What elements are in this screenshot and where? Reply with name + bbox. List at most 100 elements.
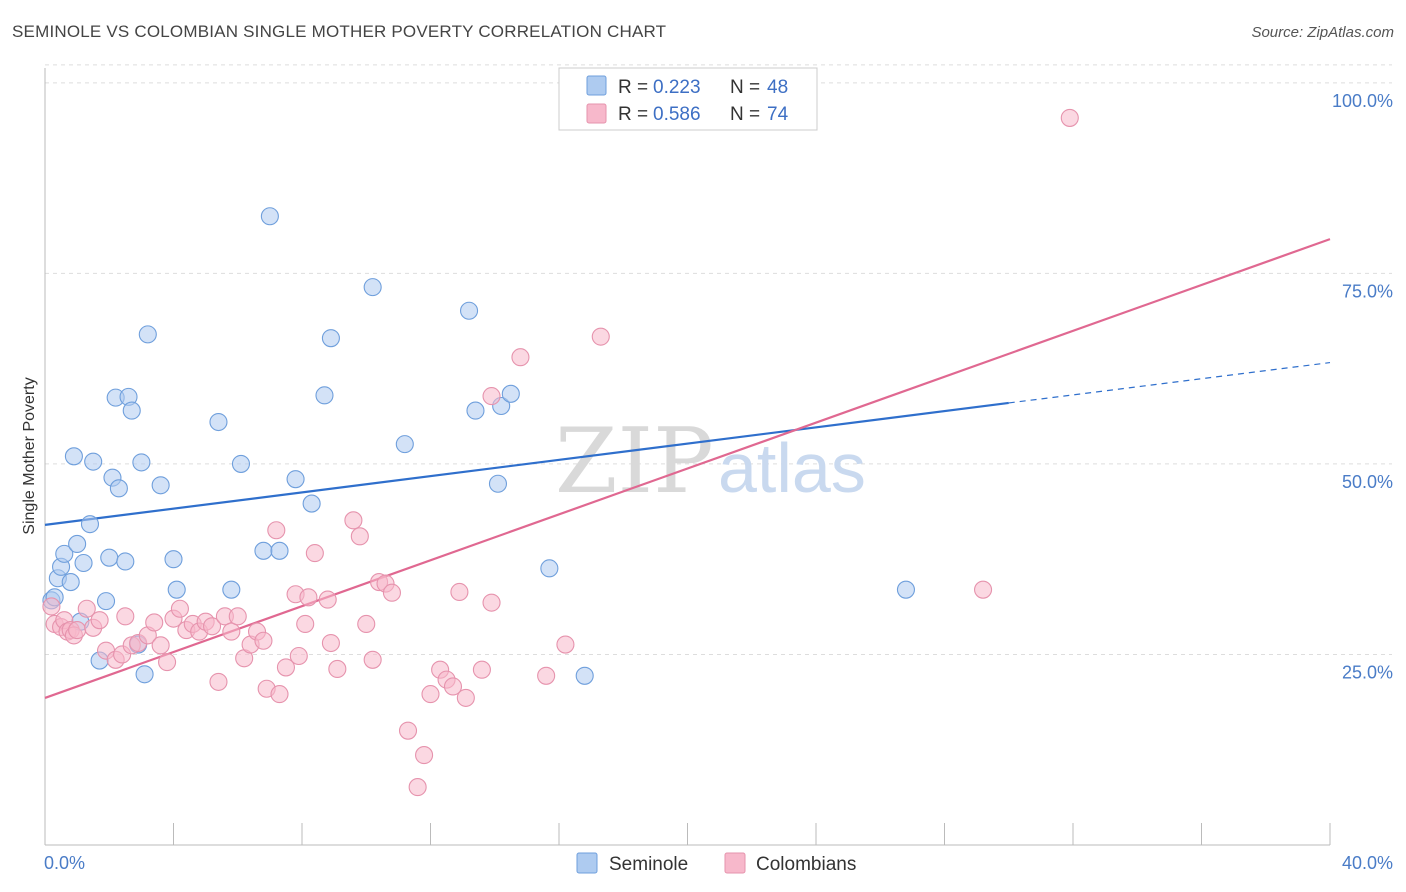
point-colombians-28 (209, 672, 228, 691)
point-colombians-46 (321, 633, 340, 653)
point-seminole-12 (96, 592, 116, 611)
point-seminole-43 (501, 384, 520, 403)
watermark-atlas: atlas (718, 429, 866, 507)
point-seminole-46 (896, 580, 916, 599)
point-colombians-42 (296, 614, 315, 634)
point-seminole-5 (61, 573, 80, 592)
point-seminole-36 (321, 329, 340, 348)
point-colombians-39 (276, 658, 295, 677)
legend-n-value-1: 48 (767, 77, 788, 98)
point-colombians-67 (537, 666, 556, 685)
point-colombians-70 (482, 387, 501, 406)
point-colombians-66 (511, 348, 530, 367)
point-colombians-45 (318, 590, 337, 609)
trend-line-extension-seminole (1008, 361, 1331, 404)
point-colombians-50 (357, 614, 376, 634)
point-seminole-32 (270, 541, 289, 560)
point-colombians-62 (450, 582, 469, 602)
point-seminole-24 (151, 476, 170, 495)
point-colombians-63 (456, 688, 475, 707)
data-points (42, 71, 1079, 797)
point-colombians-64 (472, 660, 491, 679)
bottom-legend-swatch-colombians (724, 852, 746, 874)
point-colombians-43 (299, 588, 318, 607)
x-ticks (173, 823, 1331, 845)
point-seminole-21 (132, 453, 151, 472)
point-seminole-39 (459, 301, 479, 320)
bottom-legend-label-colombians: Colombians (756, 854, 856, 875)
point-colombians-41 (289, 646, 308, 666)
grid-lines (45, 64, 1392, 655)
point-seminole-16 (109, 479, 128, 498)
point-colombians-27 (203, 617, 222, 636)
point-seminole-9 (80, 515, 100, 534)
point-colombians-58 (421, 685, 440, 704)
point-colombians-73 (1060, 108, 1079, 127)
legend-box: R = 0.223 N = 48 R = 0.586 N = 74 (558, 67, 818, 131)
point-seminole-38 (395, 435, 414, 454)
point-seminole-37 (363, 278, 382, 297)
point-seminole-17 (116, 552, 135, 571)
point-colombians-38 (270, 685, 289, 704)
point-seminole-44 (540, 559, 559, 578)
point-seminole-29 (231, 454, 251, 473)
legend-n-value-2: 74 (767, 104, 789, 125)
point-colombians-69 (591, 327, 610, 346)
y-tick-labels: 25.0% 50.0% 75.0% 100.0% (1332, 91, 1393, 683)
point-seminole-45 (575, 666, 594, 685)
bottom-legend: Seminole Colombians (576, 852, 856, 875)
trend-line-colombians (44, 238, 1331, 699)
point-colombians-37 (267, 521, 286, 540)
point-seminole-28 (222, 580, 241, 599)
point-seminole-23 (138, 325, 157, 344)
point-seminole-26 (167, 580, 186, 599)
point-colombians-18 (145, 613, 164, 632)
point-colombians-0 (42, 597, 61, 616)
point-seminole-31 (260, 207, 279, 226)
point-colombians-14 (116, 607, 135, 626)
y-tick-label-0: 25.0% (1342, 662, 1393, 682)
trend-line-seminole (44, 401, 1009, 526)
legend-r-value-1: 0.223 (653, 77, 701, 98)
point-colombians-51 (363, 650, 382, 669)
point-seminole-25 (164, 550, 183, 569)
point-colombians-20 (158, 653, 177, 672)
point-colombians-8 (77, 599, 96, 618)
trend-lines (44, 238, 1331, 699)
point-colombians-7 (68, 621, 87, 640)
point-seminole-30 (254, 541, 273, 560)
point-seminole-34 (302, 494, 321, 513)
point-colombians-19 (151, 636, 170, 655)
point-colombians-56 (408, 778, 427, 797)
chart-source: Source: ZipAtlas.com (1251, 24, 1394, 41)
bottom-legend-label-seminole: Seminole (609, 854, 688, 875)
y-tick-label-3: 100.0% (1332, 91, 1393, 111)
point-seminole-22 (135, 665, 154, 684)
point-seminole-40 (466, 401, 485, 420)
watermark-zip: ZIP (555, 409, 714, 514)
x-tick-label-max: 40.0% (1342, 853, 1393, 873)
point-seminole-33 (286, 470, 305, 489)
chart-title: SEMINOLE VS COLOMBIAN SINGLE MOTHER POVE… (12, 22, 667, 41)
point-colombians-65 (482, 593, 501, 612)
y-axis-title: Single Mother Poverty (21, 377, 38, 534)
point-seminole-6 (64, 447, 83, 466)
legend-n-label-2: N = (730, 104, 760, 125)
legend-r-label-2: R = (618, 104, 648, 125)
point-colombians-44 (305, 544, 324, 563)
legend-n-label-1: N = (730, 77, 760, 98)
point-colombians-55 (398, 721, 418, 740)
point-colombians-68 (556, 635, 575, 654)
point-colombians-31 (228, 607, 247, 626)
point-colombians-48 (344, 511, 363, 530)
legend-swatch-seminole (586, 75, 607, 96)
point-seminole-27 (209, 412, 228, 432)
point-colombians-61 (443, 677, 463, 696)
bottom-legend-swatch-seminole (576, 852, 598, 874)
x-tick-label-min: 0.0% (44, 853, 85, 873)
point-seminole-19 (122, 401, 141, 420)
point-colombians-22 (170, 599, 189, 618)
point-colombians-54 (382, 583, 402, 602)
point-colombians-35 (254, 631, 273, 650)
